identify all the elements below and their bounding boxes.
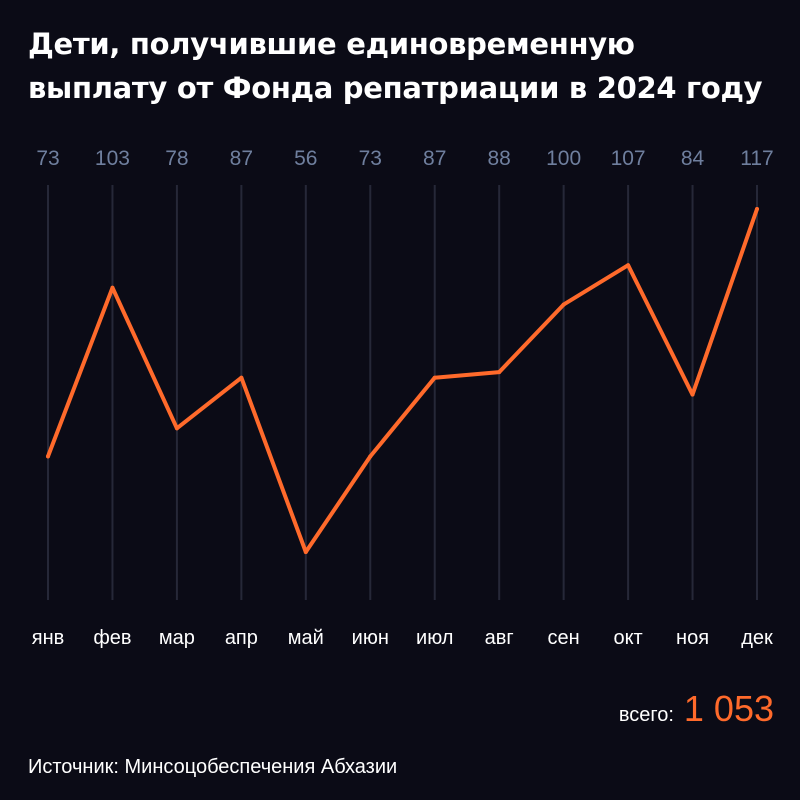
month-label-окт: окт — [613, 627, 642, 649]
month-label-мар: мар — [159, 627, 195, 649]
month-label-сен: сен — [548, 627, 580, 649]
month-label-июн: июн — [352, 627, 389, 649]
month-label-дек: дек — [741, 627, 773, 649]
value-label-окт: 107 — [611, 147, 646, 170]
chart-title-line-1: Дети, получившие единовременную — [28, 27, 635, 61]
month-label-фев: фев — [93, 627, 131, 649]
data-point-мар — [174, 426, 179, 431]
data-point-апр — [239, 375, 244, 380]
value-label-июл: 87 — [423, 147, 446, 170]
value-label-июн: 73 — [359, 147, 382, 170]
value-label-фев: 103 — [95, 147, 130, 170]
data-point-ноя — [690, 392, 695, 397]
value-label-апр: 87 — [230, 147, 253, 170]
month-label-авг: авг — [485, 627, 514, 649]
data-point-фев — [110, 285, 115, 290]
value-label-янв: 73 — [36, 147, 59, 170]
value-label-май: 56 — [294, 147, 317, 170]
value-label-ноя: 84 — [681, 147, 705, 170]
data-point-янв — [46, 454, 50, 459]
data-point-сен — [561, 302, 566, 307]
value-label-мар: 78 — [165, 147, 188, 170]
month-label-апр: апр — [225, 627, 258, 649]
month-label-янв: янв — [32, 627, 65, 649]
source-note: Источник: Минсоцобеспечения Абхазии — [28, 756, 398, 778]
data-point-окт — [626, 263, 631, 268]
data-point-дек — [755, 207, 759, 211]
chart-title: Дети, получившие единовременную выплату … — [28, 22, 788, 110]
month-label-ноя: ноя — [676, 627, 709, 649]
total-block: всего: 1 053 — [619, 688, 774, 730]
data-point-авг — [497, 370, 502, 375]
total-value: 1 053 — [683, 688, 774, 729]
value-label-сен: 100 — [546, 147, 581, 170]
value-label-авг: 88 — [488, 147, 511, 170]
data-point-июн — [368, 454, 373, 459]
data-point-май — [303, 550, 308, 554]
month-label-июл: июл — [416, 627, 453, 649]
series-line — [46, 207, 759, 554]
month-label-май: май — [288, 627, 324, 649]
value-label-дек: 117 — [740, 147, 773, 170]
data-point-июл — [432, 375, 437, 380]
total-label: всего: — [618, 704, 674, 726]
chart-title-line-2: выплату от Фонда репатриации в 2024 году — [28, 71, 763, 105]
